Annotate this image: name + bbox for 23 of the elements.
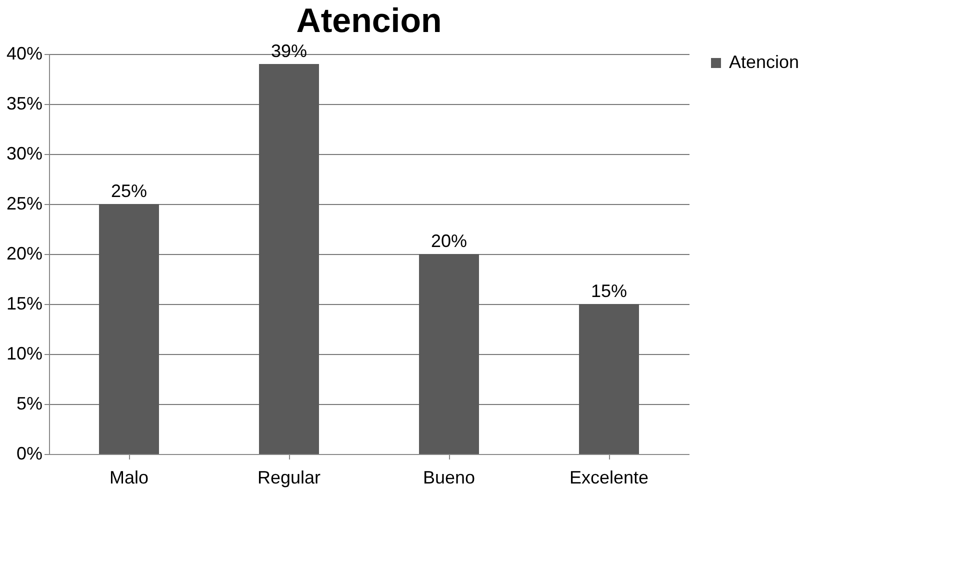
chart-title: Atencion <box>296 2 442 40</box>
bar <box>419 254 479 454</box>
y-tick-label: 5% <box>16 394 42 414</box>
text: 39% <box>270 41 308 61</box>
y-tick-label: 0% <box>16 444 42 464</box>
text: 25% <box>110 181 148 201</box>
legend-label: Atencion <box>729 52 800 72</box>
x-tick-label: Malo <box>109 468 149 488</box>
x-tick-label: Excelente <box>569 468 649 488</box>
y-tick-label: 15% <box>6 294 42 314</box>
text: 20% <box>430 231 468 251</box>
bar <box>579 304 639 454</box>
y-tick-label: 40% <box>6 44 42 64</box>
bar <box>259 64 319 454</box>
y-tick-label: 30% <box>6 144 42 164</box>
text: 15% <box>590 281 628 301</box>
y-tick-label: 35% <box>6 94 42 114</box>
x-tick-label: Bueno <box>422 468 476 488</box>
x-tick-label: Regular <box>257 468 321 488</box>
y-tick-label: 20% <box>6 244 42 264</box>
bar <box>99 204 159 454</box>
y-tick-label: 10% <box>6 344 42 364</box>
y-tick-label: 25% <box>6 194 42 214</box>
